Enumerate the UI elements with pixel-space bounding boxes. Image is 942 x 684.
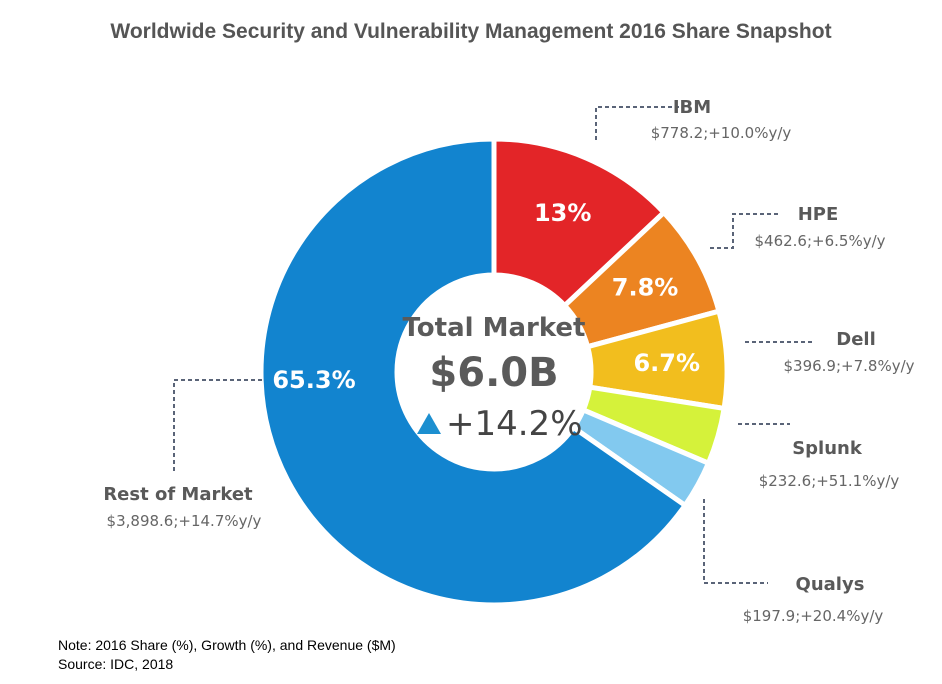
label-revenue-splunk: $232.6;+51.1%y/y	[759, 472, 900, 490]
slice-percent-labels: 13% 7.8% 6.7% 65.3%	[272, 199, 700, 394]
percent-label-ibm: 13%	[534, 199, 591, 227]
note-text: Note: 2016 Share (%), Growth (%), and Re…	[58, 637, 396, 653]
label-name-qualys: Qualys	[796, 574, 865, 595]
chart-title: Worldwide Security and Vulnerability Man…	[110, 20, 832, 43]
label-revenue-rest-of-market: $3,898.6;+14.7%y/y	[107, 512, 262, 530]
center-total-value: $6.0B	[429, 350, 558, 396]
slice-ibm	[491, 136, 668, 310]
center-growth-value: +14.2%	[446, 404, 583, 444]
chart-notes: Note: 2016 Share (%), Growth (%), and Re…	[58, 636, 396, 674]
label-name-hpe: HPE	[798, 204, 839, 225]
leader-line-rest-of-market	[173, 379, 262, 474]
leader-line-ibm	[595, 106, 682, 140]
label-revenue-qualys: $197.9;+20.4%y/y	[743, 607, 884, 625]
slice-rest-of-market	[258, 136, 689, 608]
donut-slices	[258, 136, 730, 608]
growth-up-arrow-icon	[417, 413, 441, 434]
label-revenue-hpe: $462.6;+6.5%y/y	[754, 232, 885, 250]
slice-labels: IBM $778.2;+10.0%y/y HPE $462.6;+6.5%y/y Del…	[103, 97, 914, 625]
label-revenue-ibm: $778.2;+10.0%y/y	[651, 124, 792, 142]
label-name-dell: Dell	[836, 329, 876, 350]
center-summary: Total Market $6.0B +14.2%	[403, 313, 586, 444]
leader-line-hpe	[710, 213, 780, 249]
percent-label-hpe: 7.8%	[612, 274, 679, 302]
label-name-rest-of-market: Rest of Market	[103, 484, 253, 505]
label-name-splunk: Splunk	[792, 438, 863, 459]
label-revenue-dell: $396.9;+7.8%y/y	[783, 357, 914, 375]
leader-lines	[173, 106, 815, 584]
center-total-label: Total Market	[403, 313, 586, 343]
leader-line-qualys	[703, 499, 768, 584]
donut-hole	[399, 277, 589, 467]
label-name-ibm: IBM	[673, 97, 711, 118]
percent-label-dell: 6.7%	[633, 349, 700, 377]
percent-label-rest-of-market: 65.3%	[272, 366, 355, 394]
source-text: Source: IDC, 2018	[58, 656, 174, 672]
